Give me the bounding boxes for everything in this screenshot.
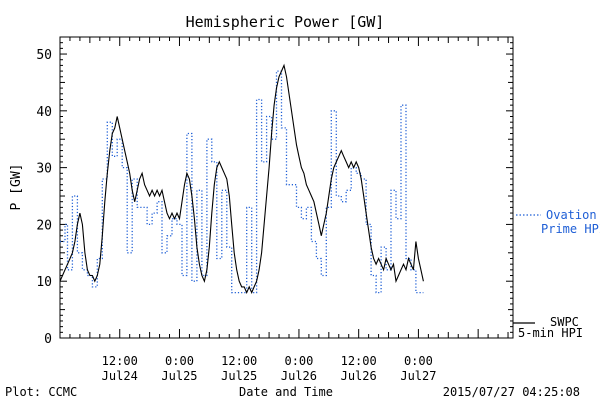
legend: Ovation Prime HPI SWPC 5-min HPI: [513, 208, 600, 340]
y-axis-label: P [GW]: [9, 164, 24, 211]
y-tick-label: 10: [36, 275, 52, 290]
y-tick-label: 0: [44, 332, 52, 347]
y-axis: 0 10 20 30 40 50: [36, 36, 513, 347]
x-tick-label-date: Jul24: [102, 369, 138, 383]
x-axis-label: Date and Time: [239, 385, 333, 399]
y-tick-label: 40: [36, 105, 52, 120]
x-axis: 12:00Jul240:00Jul2512:00Jul250:00Jul2612…: [69, 37, 509, 383]
plot-timestamp: 2015/07/27 04:25:08: [443, 385, 580, 399]
x-tick-label-time: 0:00: [165, 354, 194, 368]
x-tick-label-date: Jul26: [341, 369, 377, 383]
y-tick-label: 30: [36, 162, 52, 177]
legend-swpc-label-line2: 5-min HPI: [518, 326, 583, 340]
x-tick-label-date: Jul27: [400, 369, 436, 383]
x-tick-label-date: Jul26: [281, 369, 317, 383]
series-line-ovation-prime-hpi: [60, 70, 424, 294]
y-tick-label: 50: [36, 48, 52, 63]
x-tick-label-time: 12:00: [341, 354, 377, 368]
x-tick-label-time: 0:00: [404, 354, 433, 368]
x-tick-label-time: 12:00: [221, 354, 257, 368]
legend-swpc-label-line1: SWPC: [550, 315, 579, 329]
x-tick-label-time: 12:00: [102, 354, 138, 368]
x-tick-label-time: 0:00: [284, 354, 313, 368]
legend-ovation-label-line1: Ovation: [546, 208, 597, 222]
x-tick-label-date: Jul25: [161, 369, 197, 383]
x-tick-label-date: Jul25: [221, 369, 257, 383]
plot-credit: Plot: CCMC: [5, 385, 77, 399]
series-layer: [59, 63, 424, 294]
series-line-swpc-5min-hpi: [59, 63, 424, 294]
legend-ovation-label-line2: Prime HPI: [541, 222, 600, 236]
y-tick-label: 20: [36, 218, 52, 233]
plot-frame: [59, 36, 514, 339]
chart-title: Hemispheric Power [GW]: [186, 13, 385, 31]
